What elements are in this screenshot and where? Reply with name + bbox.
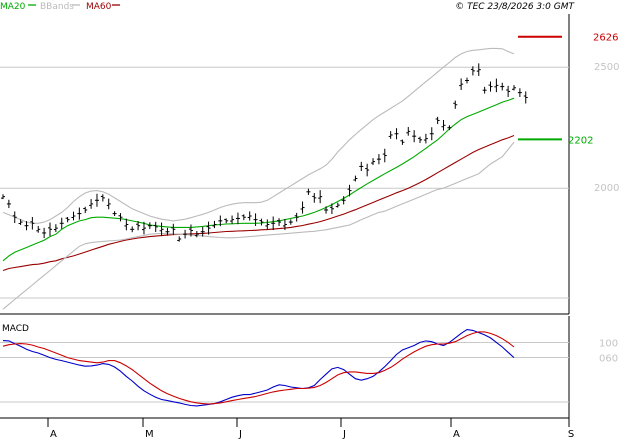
x-tick-label: A [453,429,460,440]
bbands-upper-line [2,47,515,224]
legend-ma20-label: MA20 [0,2,26,12]
ma20-line [2,97,515,262]
x-tick-label: S [568,429,574,440]
x-tick-label: A [50,429,57,440]
x-tick-label: J [238,429,242,440]
copyright-text: © TEC 23/8/2026 3:0 GMT [455,2,575,12]
bbands-lower-line [2,141,515,310]
macd-line [2,329,515,407]
legend-bbands-label: BBands [40,2,74,12]
chart-header: MA20 BBands MA60 © TEC 23/8/2026 3:0 GMT [0,2,576,12]
level-marker-label: 2202 [568,135,593,146]
price-tick-label: 2000 [594,183,619,194]
macd-tick-label: 100 [599,338,618,349]
x-tick-label: J [342,429,346,440]
signal-line [2,331,515,405]
panel-frames [0,14,570,419]
legend-ma60-label: MA60 [86,2,112,12]
x-tick-label: M [145,429,154,440]
macd-tick-label: 060 [599,354,618,365]
macd-panel-label: MACD [2,324,29,334]
price-plot: 2500 2000 2626 2202 [0,33,619,310]
price-tick-label: 2500 [594,62,619,73]
ma60-line [2,134,515,272]
level-marker-label: 2626 [593,33,618,44]
